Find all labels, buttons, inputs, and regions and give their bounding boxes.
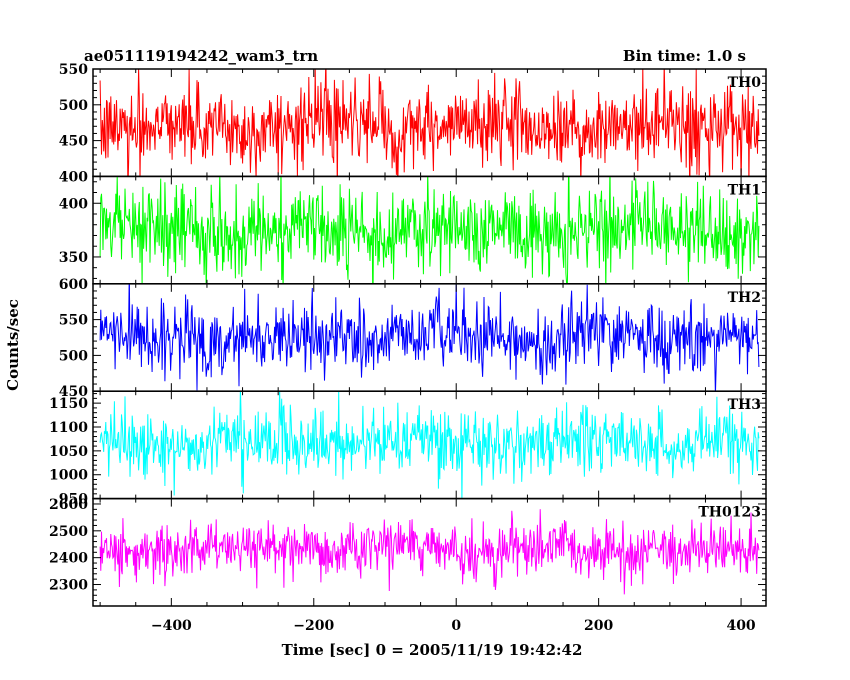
series-line-th2 — [99, 283, 760, 392]
series-line-th3 — [99, 391, 760, 499]
y-tick-label: 1050 — [49, 444, 88, 460]
x-tick-label: 400 — [726, 618, 755, 634]
y-tick-label: 2400 — [49, 551, 88, 567]
y-tick-label: 500 — [59, 98, 88, 114]
panel-th0123: 2300 2400 2500 2600 TH0123 — [49, 497, 767, 607]
series-label-th0: TH0 — [728, 75, 762, 91]
x-tick-label: −200 — [293, 618, 334, 634]
series-label-th3: TH3 — [728, 397, 761, 413]
x-tick-label: 0 — [451, 618, 461, 634]
y-tick-label: 450 — [59, 134, 88, 150]
x-axis: −400 −200 0 200 400 — [151, 618, 756, 634]
chart-title: ae051119194242_wam3_trn — [84, 47, 318, 65]
y-tick-label: 550 — [59, 313, 88, 329]
series-label-th1: TH1 — [728, 182, 761, 198]
y-tick-label: 400 — [59, 196, 88, 212]
x-tick-label: 200 — [584, 618, 613, 634]
y-tick-label: 550 — [59, 62, 88, 78]
y-tick-label: 400 — [59, 169, 88, 185]
x-axis-label: Time [sec] 0 = 2005/11/19 19:42:42 — [282, 641, 583, 659]
y-tick-label: 600 — [59, 277, 88, 293]
y-tick-label: 1150 — [49, 396, 88, 412]
series-line-th0 — [99, 69, 760, 177]
y-tick-label: 1100 — [49, 420, 88, 436]
series-line-th0123 — [99, 509, 760, 595]
panel-th3: 950 1000 1050 1100 1150 TH3 — [49, 390, 767, 508]
panel-th1: 350 400 TH1 — [59, 175, 767, 285]
y-tick-label: 350 — [59, 250, 88, 266]
y-tick-label: 2500 — [49, 524, 88, 540]
panel-th2: 450 500 550 600 TH2 — [59, 277, 767, 400]
y-tick-label: 2300 — [49, 578, 88, 594]
y-tick-label: 450 — [59, 384, 88, 400]
series-label-th2: TH2 — [728, 290, 761, 306]
y-tick-label: 1000 — [49, 468, 88, 484]
y-tick-label: 2600 — [49, 497, 88, 513]
series-line-th1 — [99, 176, 760, 284]
y-tick-label: 950 — [59, 492, 88, 508]
bin-time-label: Bin time: 1.0 s — [623, 47, 746, 65]
y-axis-label: Counts/sec — [4, 299, 22, 391]
y-tick-label: 500 — [59, 348, 88, 364]
x-tick-label: −400 — [151, 618, 192, 634]
series-label-th0123: TH0123 — [698, 505, 761, 521]
panels: 400 450 500 550 TH0 350 400 TH1 450 500 550 600 TH2 9… — [49, 62, 767, 607]
panel-th0: 400 450 500 550 TH0 — [59, 62, 767, 185]
